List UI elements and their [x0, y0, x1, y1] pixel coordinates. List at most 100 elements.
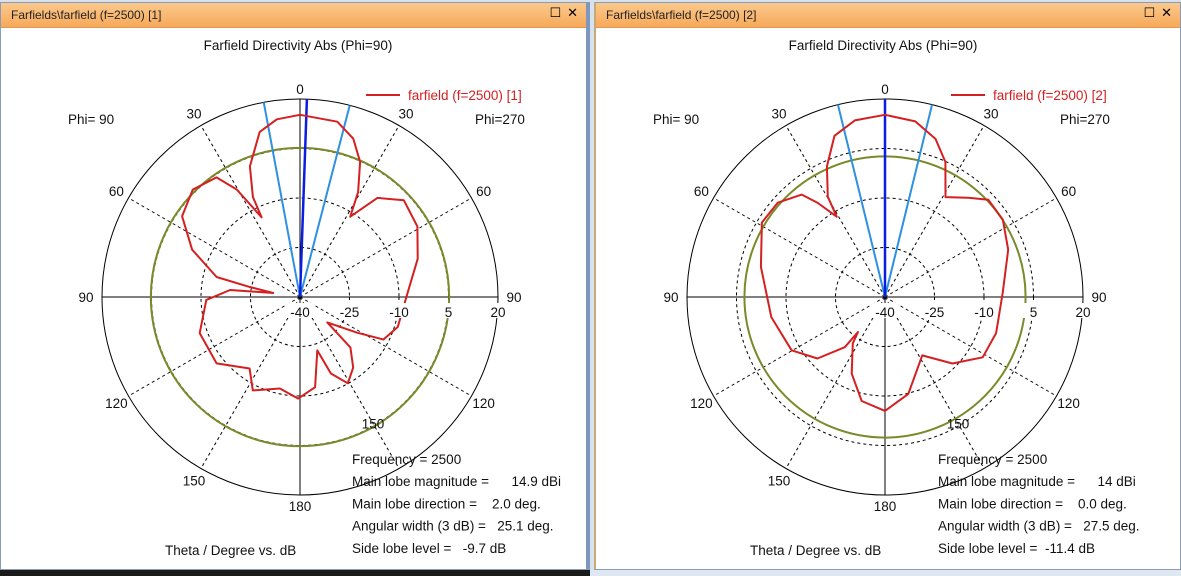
angle-label: 90	[506, 290, 521, 305]
angle-label: 30	[398, 106, 413, 121]
angle-label: 0	[296, 82, 304, 97]
phi-right-label: Phi=270	[1060, 112, 1110, 127]
grid-radial-line	[884, 296, 985, 469]
window-title: Farfields\farfield (f=2500) [2]	[606, 8, 757, 22]
tick-label-bg	[921, 303, 948, 318]
info-line: Side lobe level = -11.4 dB	[938, 541, 1095, 556]
farfield-curve	[181, 113, 419, 400]
grid-radial-line	[299, 296, 400, 469]
legend-label: farfield (f=2500) [1]	[408, 88, 522, 103]
info-line: Angular width (3 dB) = 27.5 deg.	[938, 519, 1140, 534]
radial-tick-label: -40	[290, 305, 310, 320]
radial-tick-label: 5	[1030, 305, 1038, 320]
grid-radial-line	[713, 197, 886, 298]
angle-label: 150	[183, 474, 206, 489]
maximize-icon[interactable]: ☐	[549, 6, 562, 21]
angle-label: 150	[768, 474, 791, 489]
grid-radial-line	[785, 296, 886, 469]
sidelobe-level-circle	[149, 146, 451, 448]
info-line: Frequency = 2500	[938, 452, 1047, 467]
angle-label: 30	[771, 106, 786, 121]
farfield-window-1: Farfields\farfield (f=2500) [1] ☐ ✕	[0, 2, 590, 570]
radial-tick-label: -40	[875, 305, 895, 320]
angle-label: 180	[874, 499, 897, 514]
phi-left-label: Phi= 90	[653, 112, 699, 127]
grid-radial-line	[713, 296, 886, 397]
close-icon[interactable]: ✕	[567, 6, 578, 21]
info-line: Frequency = 2500	[352, 452, 461, 467]
angle-label: 120	[1057, 396, 1080, 411]
angle-label: 30	[983, 106, 998, 121]
grid-radial-line	[128, 296, 301, 397]
window-title-bar[interactable]: Farfields\farfield (f=2500) [2] ☐ ✕	[596, 3, 1180, 28]
grid-radial-line	[884, 125, 985, 298]
tick-label-bg	[336, 303, 363, 318]
info-line: Main lobe magnitude = 14.9 dBi	[352, 474, 561, 489]
beamwidth-line	[836, 104, 886, 298]
radial-tick-label: 20	[1075, 305, 1090, 320]
angle-label: 0	[881, 82, 889, 97]
grid-radial-line	[128, 197, 301, 298]
radial-tick-label: -10	[389, 305, 409, 320]
angle-label: 90	[663, 290, 678, 305]
window-title: Farfields\farfield (f=2500) [1]	[11, 8, 162, 22]
chart-title: Farfield Directivity Abs (Phi=90)	[789, 38, 978, 53]
radial-tick-label: -25	[925, 305, 945, 320]
angle-label: 60	[694, 184, 709, 199]
phi-right-label: Phi=270	[475, 112, 525, 127]
tick-label-bg	[872, 303, 898, 318]
radial-tick-label: -10	[974, 305, 994, 320]
tick-label-bg	[485, 303, 511, 318]
angle-label: 30	[186, 106, 201, 121]
angle-label: 120	[690, 396, 713, 411]
radial-tick-label: -25	[340, 305, 360, 320]
info-line: Main lobe direction = 2.0 deg.	[352, 496, 541, 511]
angle-label: 150	[947, 416, 970, 431]
angle-label: 60	[109, 184, 124, 199]
farfield-curve	[759, 113, 1010, 412]
grid-radial-line	[299, 296, 472, 397]
angle-label: 60	[476, 184, 491, 199]
angle-label: 90	[1091, 290, 1106, 305]
tick-label-bg	[971, 303, 997, 318]
window-title-bar[interactable]: Farfields\farfield (f=2500) [1] ☐ ✕	[1, 3, 586, 28]
grid-radial-line	[884, 296, 1057, 397]
tick-label-bg	[287, 303, 313, 318]
angle-label: 120	[105, 396, 128, 411]
grid-radial-line	[299, 197, 472, 298]
angle-label: 150	[362, 416, 385, 431]
tick-label-bg	[386, 303, 412, 318]
grid-radial-line	[785, 125, 886, 298]
tick-label-bg	[1020, 303, 1047, 318]
legend-label: farfield (f=2500) [2]	[993, 88, 1107, 103]
angle-label: 120	[472, 396, 495, 411]
info-line: Side lobe level = -9.7 dB	[352, 541, 506, 556]
grid-radial-line	[200, 125, 301, 298]
radial-tick-label: 20	[490, 305, 505, 320]
angle-label: 180	[289, 499, 312, 514]
chart-title: Farfield Directivity Abs (Phi=90)	[204, 38, 393, 53]
close-icon[interactable]: ✕	[1161, 6, 1172, 21]
window-bottom-border	[0, 570, 590, 576]
angle-label: 90	[78, 290, 93, 305]
axis-label: Theta / Degree vs. dB	[165, 543, 296, 558]
info-line: Angular width (3 dB) = 25.1 deg.	[352, 519, 554, 534]
info-line: Main lobe direction = 0.0 deg.	[938, 496, 1127, 511]
main-lobe-line	[298, 99, 309, 298]
tick-label-bg	[1070, 303, 1096, 318]
tick-label-bg	[435, 303, 462, 318]
radial-tick-label: 5	[445, 305, 453, 320]
phi-left-label: Phi= 90	[68, 112, 114, 127]
beamwidth-line	[884, 104, 934, 298]
info-line: Main lobe magnitude = 14 dBi	[938, 474, 1136, 489]
angle-label: 60	[1061, 184, 1076, 199]
beamwidth-line	[299, 105, 351, 298]
beamwidth-line	[262, 102, 301, 298]
axis-label: Theta / Degree vs. dB	[750, 543, 881, 558]
window-bottom-border	[590, 570, 1181, 576]
grid-radial-line	[200, 296, 301, 469]
grid-radial-line	[884, 197, 1057, 298]
grid-radial-line	[299, 125, 400, 298]
maximize-icon[interactable]: ☐	[1143, 6, 1156, 21]
